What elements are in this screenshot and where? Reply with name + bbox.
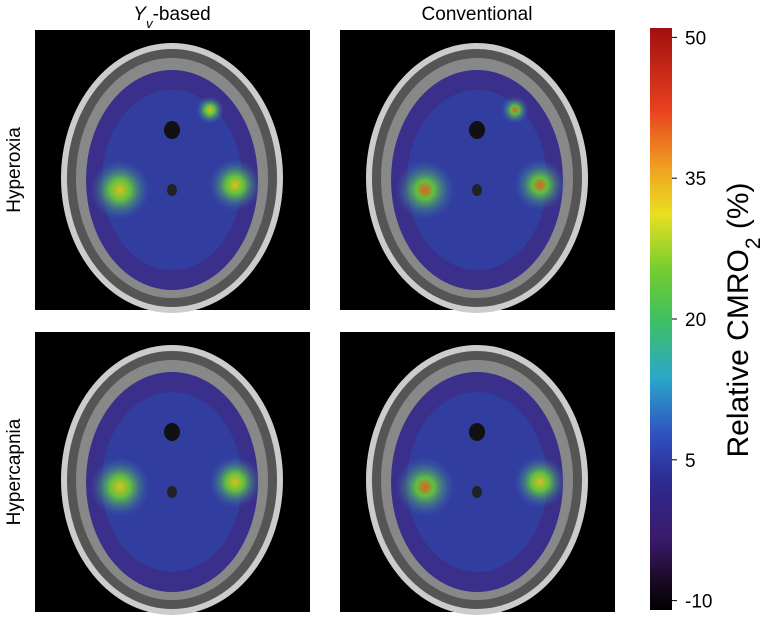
brain-image bbox=[340, 30, 615, 310]
colorbar-label: Relative CMRO2 (%) bbox=[722, 182, 762, 457]
panels bbox=[35, 30, 615, 612]
row-title: Hypercapnia bbox=[4, 418, 25, 525]
row-title: Hyperoxia bbox=[4, 127, 25, 213]
text-part: 2 bbox=[742, 237, 762, 249]
brain-image bbox=[35, 332, 310, 612]
colorbar bbox=[650, 28, 672, 610]
text-part: -based bbox=[153, 4, 211, 25]
tick-label: 50 bbox=[685, 28, 706, 49]
brain-image bbox=[340, 332, 615, 612]
tick-label: 20 bbox=[685, 310, 706, 331]
text-part: Relative CMRO bbox=[722, 249, 755, 457]
tick-label: 5 bbox=[685, 451, 696, 472]
text-part: (%) bbox=[722, 182, 755, 237]
tick-label: 35 bbox=[685, 169, 706, 190]
brain-image bbox=[35, 30, 310, 310]
text-part: Conventional bbox=[422, 4, 533, 25]
column-title: Yv-based bbox=[133, 4, 210, 31]
column-title: Conventional bbox=[422, 4, 533, 25]
tick-label: -10 bbox=[685, 592, 712, 613]
